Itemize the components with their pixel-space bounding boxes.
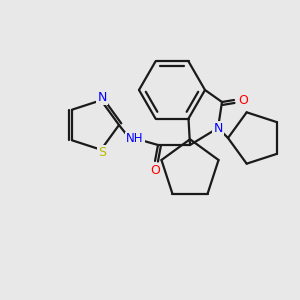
Text: O: O [150,164,160,176]
Text: S: S [98,146,106,159]
Text: O: O [238,94,248,106]
Text: N: N [97,91,107,104]
Text: NH: NH [126,133,144,146]
Text: N: N [213,122,223,134]
